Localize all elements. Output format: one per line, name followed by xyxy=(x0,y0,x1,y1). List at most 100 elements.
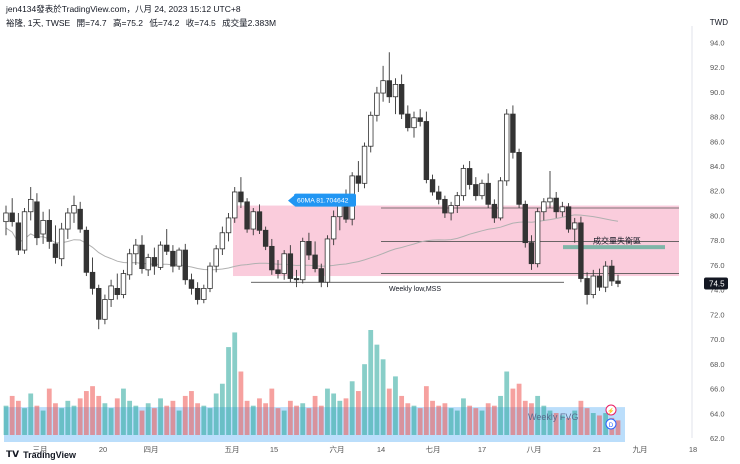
candle-body[interactable] xyxy=(126,253,133,276)
candle-body[interactable] xyxy=(559,206,566,213)
candle-body[interactable] xyxy=(139,244,145,270)
candle-body[interactable] xyxy=(497,180,504,219)
symbol-label[interactable]: 裕隆, 1天, TWSE xyxy=(6,18,71,28)
candle-body[interactable] xyxy=(479,182,485,197)
candle-body[interactable] xyxy=(194,287,201,300)
candle-body[interactable] xyxy=(201,287,207,300)
candle-body[interactable] xyxy=(436,191,442,200)
candle-body[interactable] xyxy=(287,253,294,279)
candle-body[interactable] xyxy=(40,219,46,235)
candle-body[interactable] xyxy=(491,203,498,219)
candle-body[interactable] xyxy=(269,245,275,271)
dividend-marker-icon[interactable] xyxy=(605,418,617,430)
candle-body[interactable] xyxy=(330,216,337,240)
candle-body[interactable] xyxy=(300,241,306,281)
candle-body[interactable] xyxy=(145,257,151,271)
candle-body[interactable] xyxy=(423,121,430,180)
candle-body[interactable] xyxy=(602,265,609,288)
candle-body[interactable] xyxy=(182,249,188,281)
candle-body[interactable] xyxy=(250,211,256,230)
candle-body[interactable] xyxy=(578,222,584,279)
candle-body[interactable] xyxy=(28,198,34,213)
candle-body[interactable] xyxy=(429,179,436,193)
candle-body[interactable] xyxy=(21,211,28,251)
candle-body[interactable] xyxy=(15,222,22,251)
candle-body[interactable] xyxy=(318,268,324,283)
candle-body[interactable] xyxy=(392,84,399,98)
candle-body[interactable] xyxy=(9,212,15,223)
candle-body[interactable] xyxy=(534,211,541,265)
candle-body[interactable] xyxy=(417,117,423,122)
candle-body[interactable] xyxy=(485,182,491,205)
candle-body[interactable] xyxy=(46,219,52,242)
candle-body[interactable] xyxy=(133,244,139,255)
candle-body[interactable] xyxy=(188,279,195,289)
candle-body[interactable] xyxy=(590,275,596,295)
candle-body[interactable] xyxy=(312,254,318,270)
candle-body[interactable] xyxy=(361,145,368,184)
candle-body[interactable] xyxy=(466,168,473,185)
candle-body[interactable] xyxy=(102,299,108,320)
candle-body[interactable] xyxy=(522,203,528,244)
candle-body[interactable] xyxy=(176,249,182,267)
candle-body[interactable] xyxy=(565,206,572,230)
candle-body[interactable] xyxy=(262,229,269,247)
candle-body[interactable] xyxy=(114,287,120,295)
candle-body[interactable] xyxy=(213,248,219,267)
candle-body[interactable] xyxy=(71,205,77,214)
candle-body[interactable] xyxy=(281,253,287,274)
candle-body[interactable] xyxy=(516,151,522,205)
candle-body[interactable] xyxy=(238,191,244,203)
candle-body[interactable] xyxy=(65,212,71,230)
candle-body[interactable] xyxy=(405,113,411,129)
candle-body[interactable] xyxy=(374,92,380,116)
candle-body[interactable] xyxy=(442,198,448,214)
candle-body[interactable] xyxy=(3,212,9,223)
candle-body[interactable] xyxy=(553,197,559,213)
candle-body[interactable] xyxy=(584,278,590,295)
currency-label[interactable]: TWD xyxy=(709,18,728,27)
candle-body[interactable] xyxy=(596,275,603,288)
candle-body[interactable] xyxy=(473,184,479,197)
candle-body[interactable] xyxy=(398,84,405,115)
candle-body[interactable] xyxy=(306,241,312,256)
candle-body[interactable] xyxy=(615,280,621,284)
candle-body[interactable] xyxy=(34,201,40,239)
candle-body[interactable] xyxy=(77,208,83,230)
candle-body[interactable] xyxy=(256,211,263,231)
candle-body[interactable] xyxy=(324,238,331,283)
candle-body[interactable] xyxy=(386,80,392,98)
candle-body[interactable] xyxy=(454,195,460,206)
candle-body[interactable] xyxy=(232,191,238,219)
candle-body[interactable] xyxy=(411,117,417,129)
earnings-marker-icon[interactable] xyxy=(605,404,617,416)
candle-body[interactable] xyxy=(83,229,90,273)
candle-body[interactable] xyxy=(504,113,510,182)
candle-body[interactable] xyxy=(58,228,65,260)
candle-body[interactable] xyxy=(225,217,232,234)
candle-body[interactable] xyxy=(207,265,213,289)
candle-body[interactable] xyxy=(355,175,362,184)
candle-body[interactable] xyxy=(120,273,127,295)
candle-body[interactable] xyxy=(157,244,164,268)
candle-body[interactable] xyxy=(219,232,226,250)
candle-body[interactable] xyxy=(460,168,467,197)
candle-body[interactable] xyxy=(170,250,176,267)
candle-body[interactable] xyxy=(547,197,553,203)
candle-body[interactable] xyxy=(151,257,158,267)
candle-body[interactable] xyxy=(572,222,578,230)
candle-body[interactable] xyxy=(164,244,170,252)
candle-body[interactable] xyxy=(108,285,114,300)
candle-body[interactable] xyxy=(541,201,547,213)
candle-body[interactable] xyxy=(293,278,300,281)
candle-body[interactable] xyxy=(448,205,454,214)
candle-body[interactable] xyxy=(609,265,615,282)
candle-body[interactable] xyxy=(528,242,535,265)
candle-body[interactable] xyxy=(368,114,374,147)
candle-body[interactable] xyxy=(244,201,250,230)
candle-body[interactable] xyxy=(275,269,281,274)
candle-body[interactable] xyxy=(89,271,96,289)
candle-body[interactable] xyxy=(52,243,59,258)
candle-body[interactable] xyxy=(510,113,516,153)
